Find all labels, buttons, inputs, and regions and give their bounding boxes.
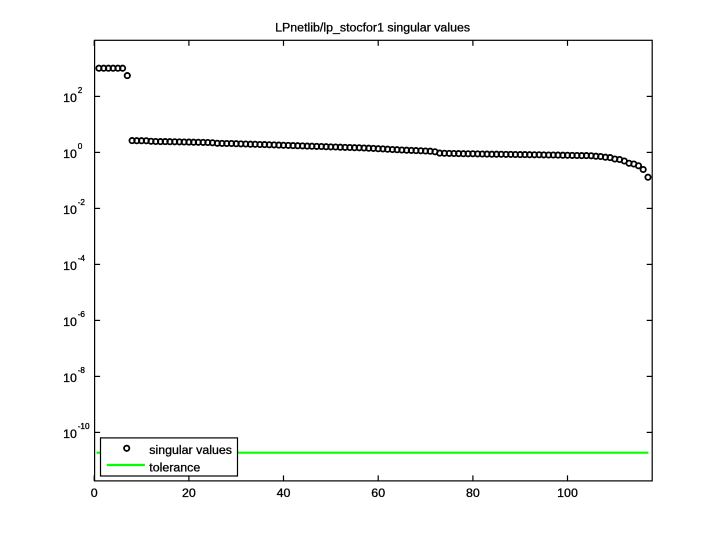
svg-text:10: 10 — [63, 203, 77, 217]
svg-text:-2: -2 — [78, 198, 86, 207]
svg-text:10: 10 — [63, 259, 77, 273]
svg-text:10: 10 — [63, 147, 77, 161]
svg-text:10: 10 — [63, 371, 77, 385]
svg-text:tolerance: tolerance — [149, 461, 200, 475]
svg-text:LPnetlib/lp_stocfor1 singular: LPnetlib/lp_stocfor1 singular values — [275, 21, 470, 35]
svg-text:80: 80 — [466, 486, 480, 500]
svg-text:-6: -6 — [78, 310, 86, 319]
svg-text:60: 60 — [371, 486, 385, 500]
svg-text:10: 10 — [63, 315, 77, 329]
svg-text:10: 10 — [63, 91, 77, 105]
svg-text:singular values: singular values — [149, 443, 232, 457]
svg-text:20: 20 — [182, 486, 196, 500]
svg-text:0: 0 — [91, 486, 98, 500]
svg-text:-10: -10 — [78, 422, 90, 431]
svg-text:100: 100 — [557, 486, 578, 500]
svg-text:-4: -4 — [78, 254, 86, 263]
svg-text:-8: -8 — [78, 366, 86, 375]
svg-text:10: 10 — [63, 427, 77, 441]
svg-text:2: 2 — [78, 86, 83, 95]
svg-text:40: 40 — [277, 486, 291, 500]
svg-text:0: 0 — [78, 142, 83, 151]
